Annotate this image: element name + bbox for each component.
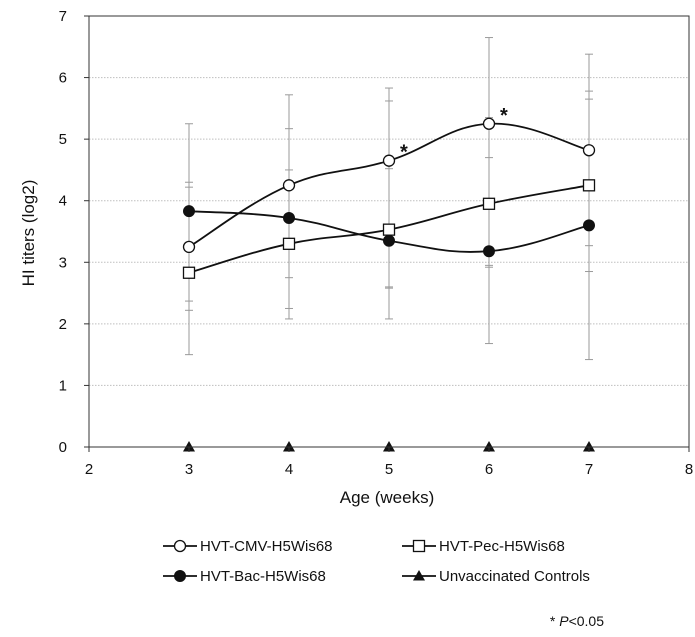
data-point-hvt-cmv-h5wis68	[582, 144, 596, 157]
axes	[84, 15, 690, 452]
x-tick-label: 6	[485, 461, 493, 478]
legend-marker	[412, 539, 426, 553]
legend-label: HVT-Bac-H5Wis68	[200, 568, 326, 585]
y-axis-title: HI titers (log2)	[19, 180, 38, 287]
error-bars	[185, 37, 593, 361]
y-tick-label: 4	[59, 193, 67, 210]
data-point-hvt-cmv-h5wis68	[282, 179, 296, 192]
legend-item-hvt-bac-h5wis68: HVT-Bac-H5Wis68	[163, 568, 326, 585]
data-point-hvt-bac-h5wis68	[183, 205, 195, 218]
data-point-hvt-pec-h5wis68	[382, 223, 396, 236]
data-point-hvt-pec-h5wis68	[282, 237, 296, 250]
data-point-hvt-bac-h5wis68	[483, 245, 495, 258]
data-point-unvaccinated-controls	[283, 441, 295, 452]
x-tick-label: 5	[385, 461, 393, 478]
legend-label: HVT-CMV-H5Wis68	[200, 538, 333, 555]
legend-item-hvt-pec-h5wis68: HVT-Pec-H5Wis68	[402, 538, 565, 555]
legend-item-unvaccinated-controls: Unvaccinated Controls	[402, 568, 590, 585]
data-point-hvt-bac-h5wis68	[283, 211, 295, 224]
legend-label: HVT-Pec-H5Wis68	[439, 538, 565, 555]
data-point-hvt-cmv-h5wis68	[482, 117, 496, 130]
significance-marker: *	[500, 105, 508, 127]
data-point-hvt-bac-h5wis68	[583, 219, 595, 232]
data-point-hvt-pec-h5wis68	[582, 179, 596, 192]
x-tick-label: 8	[685, 461, 693, 478]
x-axis-title: Age (weeks)	[340, 488, 434, 507]
x-tick-label: 7	[585, 461, 593, 478]
data-point-hvt-cmv-h5wis68	[382, 154, 396, 167]
data-point-unvaccinated-controls	[483, 441, 495, 452]
x-tick-label: 2	[85, 461, 93, 478]
legend-marker	[413, 570, 425, 581]
data-point-hvt-cmv-h5wis68	[182, 240, 196, 254]
y-tick-label: 1	[59, 377, 67, 394]
significance-footnote: * P<0.05	[550, 613, 604, 629]
legend-marker	[173, 539, 187, 553]
series-lines	[182, 117, 596, 452]
legend: HVT-CMV-H5Wis68 HVT-Pec-H5Wis68 HVT-Bac-H5…	[163, 538, 590, 585]
tick-labels: 0 1 2 3 4 5 6 7 2 3 4 5 6 7 8	[59, 8, 694, 478]
y-tick-label: 7	[59, 8, 67, 25]
significance-marker: *	[400, 142, 408, 164]
x-tick-label: 4	[285, 461, 293, 478]
annotations: **	[400, 105, 508, 164]
data-point-hvt-bac-h5wis68	[383, 234, 395, 247]
data-point-unvaccinated-controls	[383, 441, 395, 452]
data-point-hvt-pec-h5wis68	[482, 197, 496, 210]
legend-item-hvt-cmv-h5wis68: HVT-CMV-H5Wis68	[163, 538, 333, 555]
data-point-hvt-pec-h5wis68	[182, 266, 196, 279]
x-tick-label: 3	[185, 461, 193, 478]
data-point-unvaccinated-controls	[583, 441, 595, 452]
legend-marker	[174, 570, 186, 582]
y-tick-label: 6	[59, 70, 67, 87]
data-point-unvaccinated-controls	[183, 441, 195, 452]
y-tick-label: 2	[59, 316, 67, 333]
y-tick-label: 0	[59, 439, 67, 456]
y-tick-label: 3	[59, 254, 67, 271]
legend-label: Unvaccinated Controls	[439, 568, 590, 585]
y-tick-label: 5	[59, 131, 67, 148]
